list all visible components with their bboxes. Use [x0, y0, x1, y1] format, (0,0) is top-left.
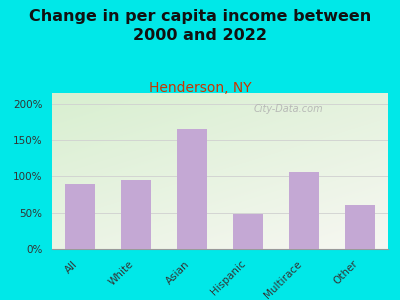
Text: City-Data.com: City-Data.com [254, 104, 323, 114]
Bar [290, 172, 318, 249]
Bar [122, 180, 150, 249]
Bar [234, 214, 262, 249]
Bar [66, 184, 94, 249]
Bar [178, 129, 206, 249]
Text: Henderson, NY: Henderson, NY [149, 81, 251, 95]
Bar [346, 206, 374, 249]
Text: Change in per capita income between
2000 and 2022: Change in per capita income between 2000… [29, 9, 371, 43]
